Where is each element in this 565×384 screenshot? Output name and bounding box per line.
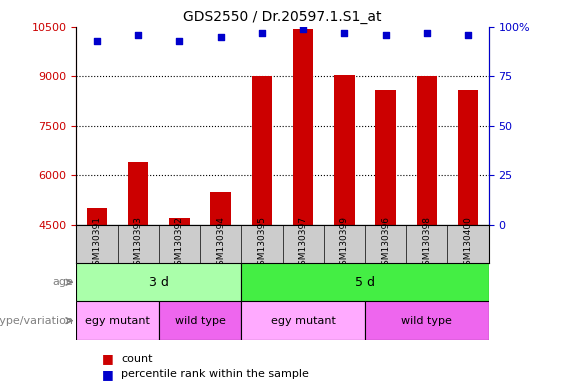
Text: age: age bbox=[53, 277, 73, 287]
Text: GSM130393: GSM130393 bbox=[134, 216, 142, 271]
Point bbox=[464, 32, 473, 38]
Point bbox=[216, 34, 225, 40]
Text: GSM130391: GSM130391 bbox=[93, 216, 101, 271]
Text: wild type: wild type bbox=[175, 316, 225, 326]
Point bbox=[299, 26, 308, 32]
Text: GSM130398: GSM130398 bbox=[423, 216, 431, 271]
Bar bbox=[241, 263, 489, 301]
Text: GSM130400: GSM130400 bbox=[464, 217, 472, 271]
Bar bbox=[334, 74, 355, 225]
Bar bbox=[169, 218, 190, 225]
Bar bbox=[375, 89, 396, 225]
Bar bbox=[241, 301, 365, 340]
Bar bbox=[365, 301, 489, 340]
Text: GSM130397: GSM130397 bbox=[299, 216, 307, 271]
Text: GSM130399: GSM130399 bbox=[340, 216, 349, 271]
Text: egy mutant: egy mutant bbox=[271, 316, 336, 326]
Bar bbox=[128, 162, 149, 225]
Bar bbox=[76, 301, 159, 340]
Title: GDS2550 / Dr.20597.1.S1_at: GDS2550 / Dr.20597.1.S1_at bbox=[183, 10, 382, 25]
Bar bbox=[86, 208, 107, 225]
Text: count: count bbox=[121, 354, 153, 364]
Bar bbox=[416, 76, 437, 225]
Bar bbox=[76, 263, 241, 301]
Text: GSM130394: GSM130394 bbox=[216, 217, 225, 271]
Text: 3 d: 3 d bbox=[149, 276, 169, 289]
Point bbox=[175, 38, 184, 44]
Point bbox=[258, 30, 267, 36]
Text: ■: ■ bbox=[102, 353, 114, 366]
Point bbox=[381, 32, 390, 38]
Text: GSM130396: GSM130396 bbox=[381, 216, 390, 271]
Text: wild type: wild type bbox=[401, 316, 453, 326]
Text: percentile rank within the sample: percentile rank within the sample bbox=[121, 369, 310, 379]
Text: egy mutant: egy mutant bbox=[85, 316, 150, 326]
Text: GSM130395: GSM130395 bbox=[258, 216, 266, 271]
Point bbox=[340, 30, 349, 36]
Bar bbox=[293, 28, 314, 225]
Bar bbox=[210, 192, 231, 225]
Text: genotype/variation: genotype/variation bbox=[0, 316, 73, 326]
Text: 5 d: 5 d bbox=[355, 276, 375, 289]
Bar bbox=[159, 301, 241, 340]
Bar bbox=[458, 89, 479, 225]
Text: GSM130392: GSM130392 bbox=[175, 217, 184, 271]
Point bbox=[423, 30, 432, 36]
Text: ■: ■ bbox=[102, 368, 114, 381]
Bar bbox=[251, 76, 272, 225]
Point bbox=[134, 32, 142, 38]
Point bbox=[93, 38, 102, 44]
